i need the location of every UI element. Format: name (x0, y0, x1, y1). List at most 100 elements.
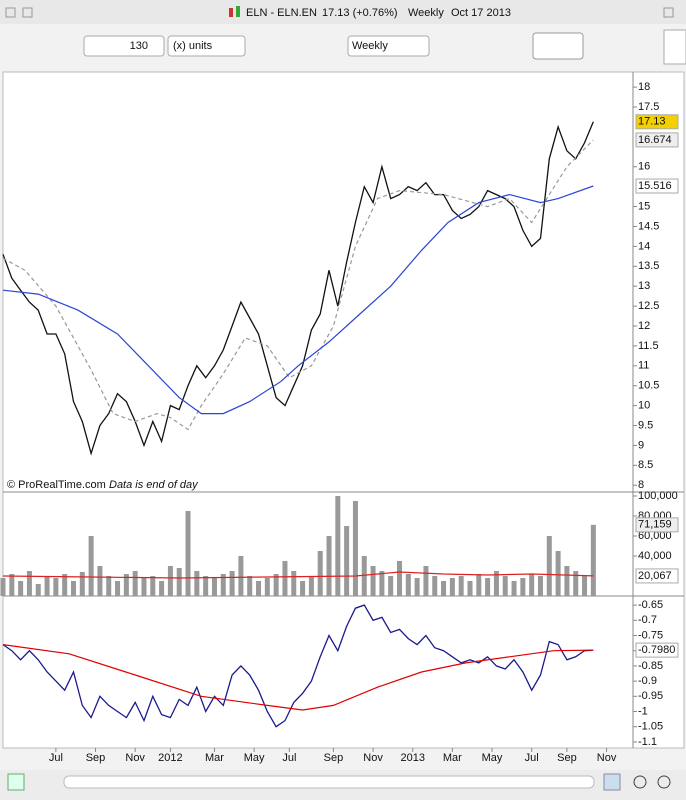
volume-bar (194, 571, 200, 596)
volume-bar (344, 526, 350, 596)
y-tick-label: 17.5 (638, 101, 659, 113)
volume-bar (159, 581, 165, 596)
volume-bar (308, 576, 314, 596)
x-tick-label: May (482, 752, 503, 764)
y-tick-label: -1 (638, 705, 648, 717)
y-tick-label: 13 (638, 280, 650, 292)
last-value-label: 16.674 (638, 134, 672, 146)
y-tick-label: 14 (638, 240, 650, 252)
timeframe-select[interactable] (347, 35, 430, 57)
x-tick-label: Mar (443, 752, 462, 764)
volume-bar (220, 574, 226, 596)
volume-bar (537, 576, 543, 596)
volume-bar (317, 551, 323, 596)
candle-icon (229, 8, 233, 17)
y-tick-label: 11.5 (638, 340, 659, 352)
volume-bar (335, 496, 341, 596)
volume-bar (106, 576, 112, 596)
units-count: 130 (130, 40, 148, 52)
y-tick-label: 8 (638, 479, 644, 491)
volume-bar (238, 556, 244, 596)
y-tick-label: 12 (638, 320, 650, 332)
units-count-input[interactable] (83, 35, 165, 57)
volume-bar (405, 574, 411, 596)
volume-bar (352, 501, 358, 596)
y-tick-label: -0.7 (638, 614, 657, 626)
copyright: © ProRealTime.com (7, 479, 106, 491)
x-tick-label: Mar (205, 752, 224, 764)
volume-bar (256, 581, 262, 596)
y-tick-label: 12.5 (638, 300, 659, 312)
volume-bar (97, 566, 103, 596)
x-tick-label: Nov (363, 752, 383, 764)
volume-bar (88, 536, 94, 596)
window-button[interactable] (5, 7, 16, 18)
units-select[interactable] (167, 35, 246, 57)
indicator-button[interactable] (532, 32, 584, 60)
volume-bar (35, 584, 41, 596)
volume-bar (379, 571, 385, 596)
volume-bar (449, 578, 455, 596)
window-button[interactable] (22, 7, 33, 18)
y-tick-label: -1.05 (638, 721, 663, 733)
volume-bar (493, 571, 499, 596)
volume-bar (62, 574, 68, 596)
x-tick-label: Sep (557, 752, 577, 764)
series-line (2, 644, 594, 711)
volume-bar (361, 556, 367, 596)
series-line (2, 604, 594, 728)
volume-bar (441, 581, 447, 596)
last-value-label: 17.13 (638, 116, 666, 128)
timeframe: Weekly (352, 40, 388, 52)
volume-bar (582, 576, 588, 596)
note: Data is end of day (109, 479, 199, 491)
volume-bar (485, 578, 491, 596)
volume-bar (564, 566, 570, 596)
volume-bar (502, 576, 508, 596)
last-value-badge (635, 642, 679, 658)
volume-bar (167, 566, 173, 596)
series-line (2, 121, 594, 456)
window-button[interactable] (663, 7, 674, 18)
last-value-badge (635, 568, 679, 584)
series-line (2, 571, 594, 579)
x-tick-label: 2012 (158, 752, 182, 764)
volume-bar (300, 581, 306, 596)
period: Weekly (408, 7, 444, 19)
tool-button[interactable] (7, 773, 25, 791)
volume-bar (141, 578, 147, 596)
scrollbar[interactable] (63, 775, 595, 789)
volume-bar (229, 571, 235, 596)
side-button[interactable] (663, 29, 686, 65)
last-value-label: -0.7980 (638, 644, 675, 656)
y-tick-label: 10.5 (638, 380, 659, 392)
volume-bar (18, 581, 24, 596)
last-value-badge (635, 114, 679, 130)
volume-bar (115, 581, 121, 596)
volume-bar (520, 578, 526, 596)
units: (x) units (173, 40, 213, 52)
zoom-in-button[interactable] (657, 775, 671, 789)
y-tick-label: -0.65 (638, 599, 663, 611)
y-tick-label: 14.5 (638, 220, 659, 232)
volume-bar (467, 581, 473, 596)
last-value-badge (635, 178, 679, 194)
volume-bar (423, 566, 429, 596)
title-bar (0, 0, 686, 24)
zoom-button[interactable] (603, 773, 621, 791)
y-tick-label: 15 (638, 200, 650, 212)
x-tick-label: Nov (125, 752, 145, 764)
zoom-out-button[interactable] (633, 775, 647, 789)
volume-bar (185, 511, 191, 596)
quote: 17.13 (+0.76%) (322, 7, 398, 19)
y-tick-label: -1.1 (638, 736, 657, 748)
volume-bar (546, 536, 552, 596)
volume-bar (326, 536, 332, 596)
volume-bar (264, 578, 270, 596)
volume-bar (26, 571, 32, 596)
volume-bar (176, 568, 182, 596)
y-tick-label: 13.5 (638, 260, 659, 272)
y-tick-label: 10 (638, 400, 650, 412)
volume-bar (432, 576, 438, 596)
x-tick-label: Jul (525, 752, 539, 764)
